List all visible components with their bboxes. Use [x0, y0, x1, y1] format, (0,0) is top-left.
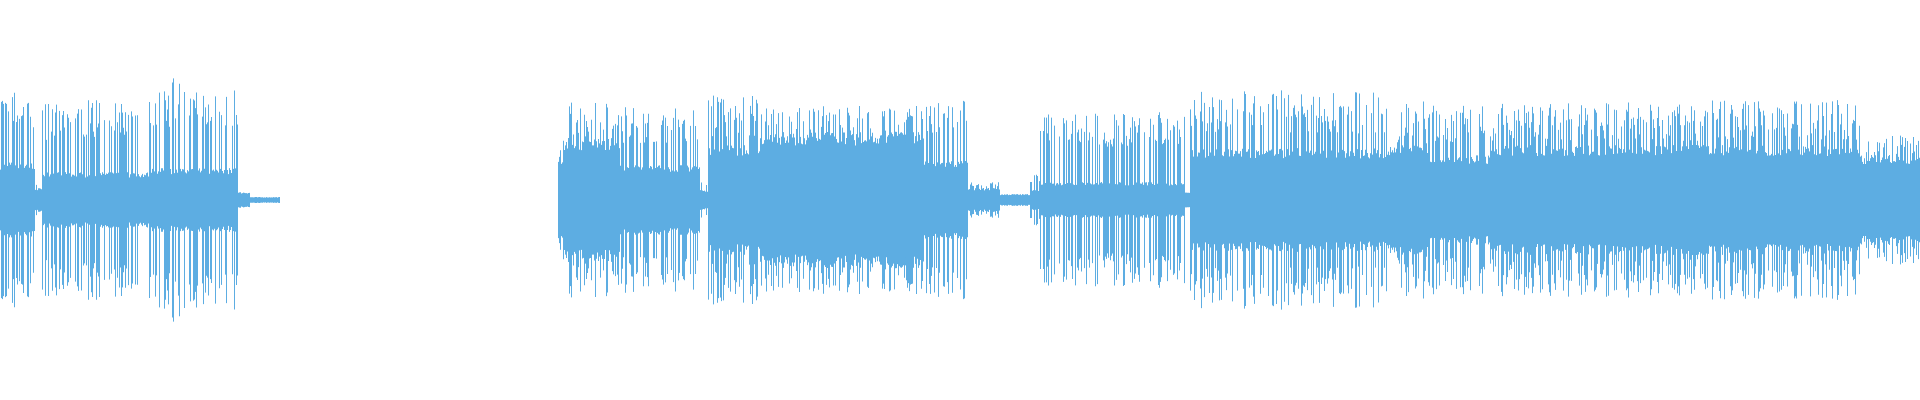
- waveform-peaks: [1, 78, 1919, 322]
